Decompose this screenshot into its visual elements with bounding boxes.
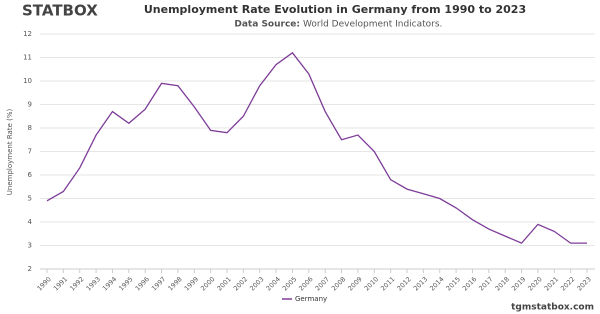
x-tick-label: 2011 (379, 275, 396, 292)
y-tick-label: 11 (23, 54, 32, 62)
y-tick-label: 2 (28, 265, 32, 273)
x-tick-label: 2001 (215, 275, 232, 292)
x-tick-label: 2009 (346, 275, 363, 292)
source-label: Data Source: (234, 20, 300, 30)
x-tick-label: 2010 (363, 275, 380, 292)
x-tick-label: 2012 (395, 275, 412, 292)
x-tick-label: 2017 (477, 275, 494, 292)
x-tick-label: 2015 (445, 275, 462, 292)
y-tick-label: 9 (28, 101, 32, 109)
source: World Development Indicators. (303, 20, 442, 30)
x-tick-label: 2007 (314, 275, 331, 292)
chart-title: Unemployment Rate Evolution in Germany f… (144, 3, 526, 16)
y-tick-label: 5 (28, 195, 32, 203)
y-tick-label: 6 (28, 171, 33, 179)
y-tick-label: 3 (28, 242, 32, 250)
x-tick-label: 1992 (68, 275, 85, 292)
x-tick-label: 2000 (199, 275, 216, 292)
x-tick-label: 2002 (232, 275, 249, 292)
x-tick-label: 2016 (461, 275, 478, 292)
x-tick-label: 2003 (248, 275, 265, 292)
x-tick-label: 2006 (297, 275, 314, 292)
y-tick-label: 10 (23, 77, 32, 85)
x-tick-label: 2004 (265, 275, 282, 292)
x-tick-label: 1999 (183, 275, 200, 292)
x-tick-label: 2005 (281, 275, 298, 292)
x-tick-label: 2023 (575, 275, 592, 292)
x-tick-label: 2008 (330, 275, 347, 292)
y-tick-label: 7 (28, 148, 32, 156)
x-tick-label: 1995 (117, 275, 134, 292)
x-tick-label: 2013 (412, 275, 429, 292)
legend-label: Germany (295, 295, 327, 303)
x-tick-label: 1994 (101, 275, 118, 292)
x-tick-label: 1996 (134, 275, 151, 292)
x-tick-label: 2019 (510, 275, 527, 292)
x-tick-label: 2020 (526, 275, 543, 292)
y-tick-label: 8 (28, 124, 32, 132)
watermark: tgmstatbox.com (511, 303, 594, 313)
x-tick-label: 2018 (494, 275, 511, 292)
line (46, 51, 587, 244)
y-tick-label: 12 (23, 30, 32, 38)
logo: STATBOX (22, 2, 98, 20)
x-tick-label: 2022 (559, 275, 576, 292)
y-axis-label: Unemployment Rate (%) (6, 109, 14, 196)
x-tick-label: 1993 (85, 275, 102, 292)
y-tick-label: 4 (28, 218, 33, 226)
x-tick-label: 1990 (35, 275, 52, 292)
x-tick-label: 1998 (166, 275, 183, 292)
x-tick-label: 2014 (428, 275, 445, 292)
x-tick-label: 1991 (52, 275, 69, 292)
x-tick-label: 1997 (150, 275, 167, 292)
x-tick-label: 2021 (543, 275, 560, 292)
